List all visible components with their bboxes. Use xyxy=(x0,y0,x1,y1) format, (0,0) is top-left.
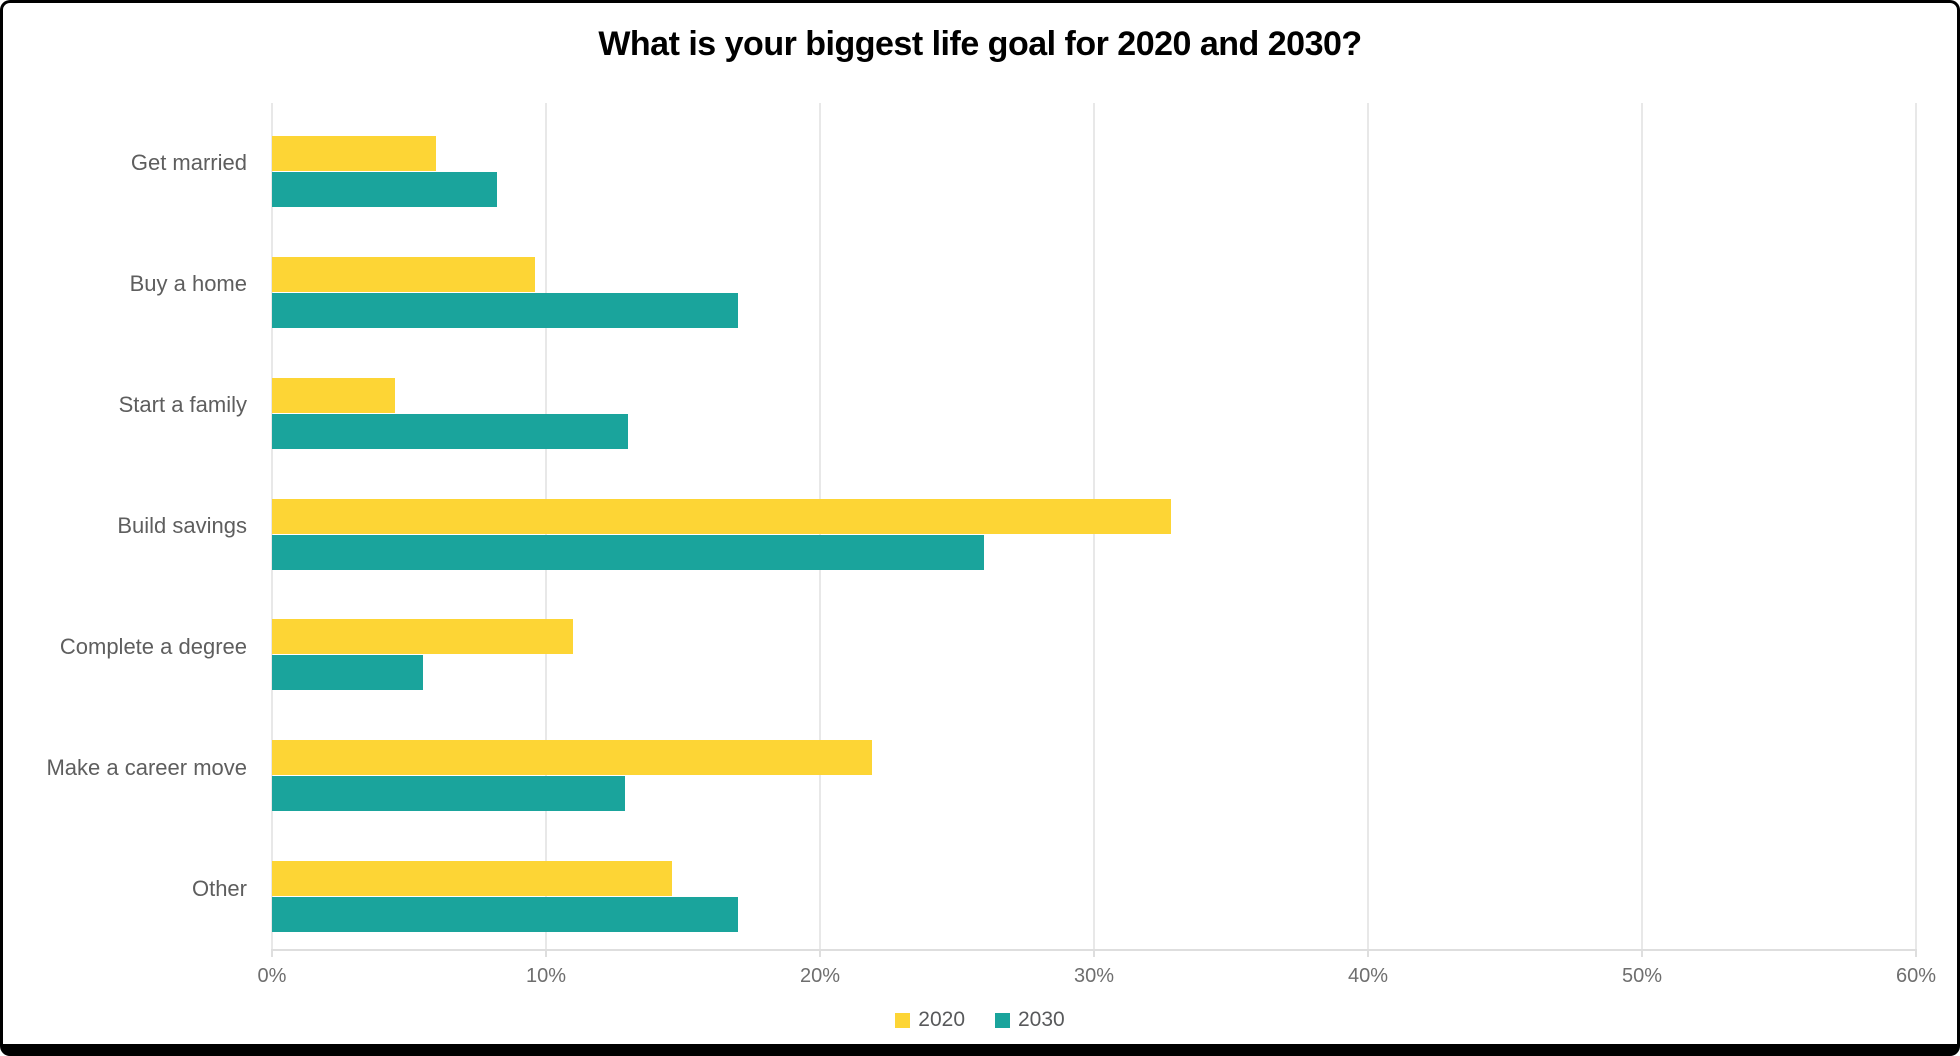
gridline-50 xyxy=(1641,103,1643,949)
category-label-get-married: Get married xyxy=(130,150,247,176)
bar-2030-build-savings xyxy=(272,534,985,570)
category-label-complete-a-degree: Complete a degree xyxy=(59,633,247,659)
legend: 2020 2030 xyxy=(3,1008,1957,1032)
gridline-40 xyxy=(1366,103,1369,949)
tick-mark-60 xyxy=(1915,949,1917,957)
tick-mark-30 xyxy=(1093,949,1095,957)
category-row-start-a-family: Start a family xyxy=(119,345,1916,466)
bar-2020-make-a-career-move xyxy=(272,740,873,776)
legend-swatch-2030 xyxy=(995,1012,1010,1028)
category-label-build-savings: Build savings xyxy=(117,512,247,538)
x-tick-label-20: 20% xyxy=(799,965,840,987)
tick-mark-0 xyxy=(271,949,273,957)
bar-2030-buy-a-home xyxy=(272,292,738,328)
tick-mark-40 xyxy=(1366,949,1369,957)
category-label-make-a-career-move: Make a career move xyxy=(46,754,247,780)
legend-label-2020: 2020 xyxy=(918,1008,965,1031)
legend-swatch-2020 xyxy=(895,1012,911,1028)
bar-2030-make-a-career-move xyxy=(272,776,626,812)
category-row-other: Other xyxy=(192,828,1916,949)
category-label-buy-a-home: Buy a home xyxy=(129,271,247,297)
x-axis-line xyxy=(271,949,1917,951)
bar-2020-buy-a-home xyxy=(272,256,536,292)
bar-2020-other xyxy=(272,861,673,897)
chart-title: What is your biggest life goal for 2020 … xyxy=(598,25,1362,63)
category-row-build-savings: Build savings xyxy=(117,466,1916,587)
bar-2020-complete-a-degree xyxy=(272,619,574,655)
category-row-buy-a-home: Buy a home xyxy=(130,224,1916,345)
bar-2030-start-a-family xyxy=(272,413,629,449)
bar-2020-build-savings xyxy=(272,498,1171,534)
bar-2030-get-married xyxy=(272,172,497,207)
category-row-get-married: Get married xyxy=(131,103,1916,224)
gridline-60 xyxy=(1915,103,1917,949)
x-tick-label-50: 50% xyxy=(1621,965,1663,987)
bar-2030-other xyxy=(272,897,738,933)
category-row-make-a-career-move: Make a career move xyxy=(46,707,1916,828)
bar-2030-complete-a-degree xyxy=(272,655,423,691)
legend-item-2030: 2030 xyxy=(995,1008,1065,1032)
plot-area: 0% 10% 20% 30% 40% 50% 60% Get married Buy a hom… xyxy=(46,103,1936,987)
legend-label-2030: 2030 xyxy=(1018,1008,1065,1031)
category-label-start-a-family: Start a family xyxy=(118,392,247,418)
x-tick-label-40: 40% xyxy=(1347,965,1388,987)
bar-2020-get-married xyxy=(272,136,437,171)
tick-mark-20 xyxy=(818,949,821,957)
x-tick-label-10: 10% xyxy=(525,965,566,987)
tick-mark-10 xyxy=(544,949,547,957)
bar-2020-start-a-family xyxy=(272,377,396,413)
x-tick-label-60: 60% xyxy=(1895,965,1937,987)
legend-item-2020: 2020 xyxy=(895,1008,965,1032)
x-tick-label-30: 30% xyxy=(1073,965,1115,987)
x-tick-label-0: 0% xyxy=(257,965,287,987)
category-row-complete-a-degree: Complete a degree xyxy=(60,586,1916,707)
tick-mark-50 xyxy=(1641,949,1643,957)
category-label-other: Other xyxy=(191,875,247,901)
